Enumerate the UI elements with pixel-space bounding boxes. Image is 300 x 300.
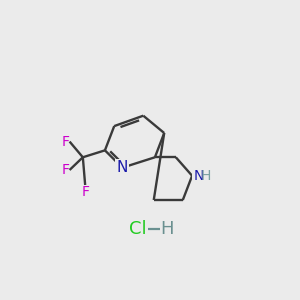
Text: F: F — [61, 135, 70, 148]
Text: N: N — [117, 160, 128, 175]
Text: H: H — [201, 169, 211, 183]
Text: H: H — [161, 220, 174, 238]
Text: Cl: Cl — [129, 220, 147, 238]
Text: F: F — [81, 185, 89, 199]
Text: N: N — [193, 169, 204, 183]
Text: F: F — [61, 163, 70, 177]
